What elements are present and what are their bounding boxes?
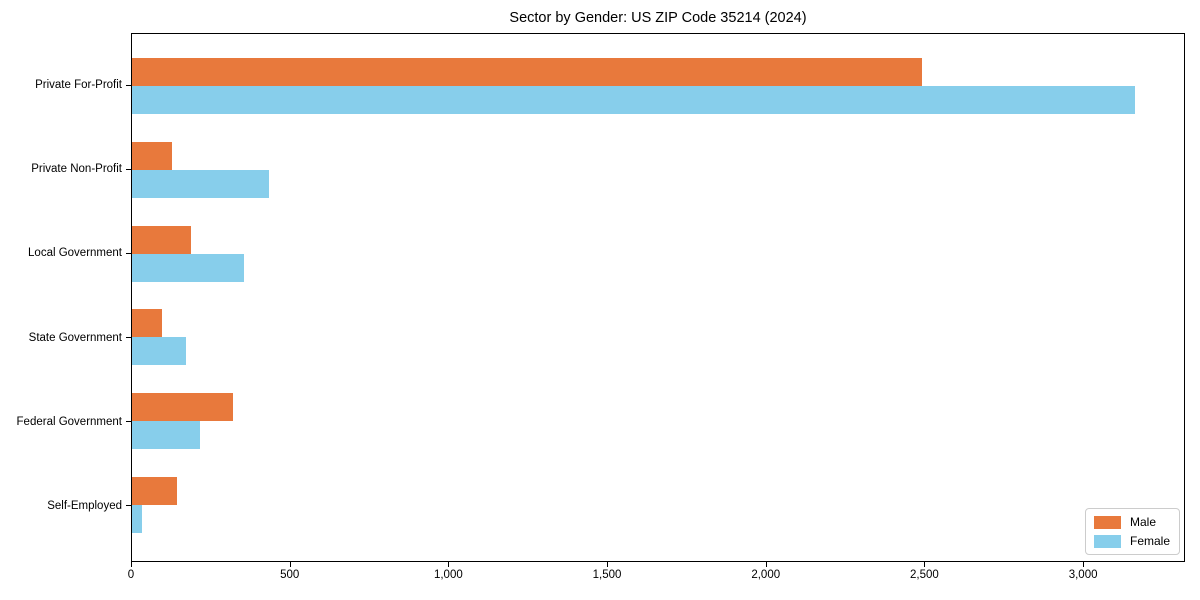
legend-item-female: Female [1093, 534, 1170, 548]
bar-female [132, 337, 186, 366]
bar-male [132, 57, 922, 86]
bar-male [132, 393, 233, 422]
bar-female [132, 253, 244, 282]
x-tick-label: 3,000 [1068, 569, 1098, 581]
bar-rows [132, 34, 1184, 561]
y-tick-row: State Government [0, 296, 131, 380]
bar-female [132, 85, 1135, 114]
plot-area: Male Female [131, 33, 1185, 562]
y-tick-mark [126, 168, 131, 170]
x-tick-mark [765, 562, 767, 567]
x-tick-mark [448, 562, 450, 567]
bar-group [132, 463, 1184, 547]
y-tick-mark [126, 252, 131, 254]
bar-male [132, 309, 163, 338]
bar-group [132, 128, 1184, 212]
y-tick-row: Federal Government [0, 380, 131, 464]
x-tick-mark [924, 562, 926, 567]
legend-swatch-female [1093, 534, 1121, 548]
x-tick-label: 0 [127, 569, 135, 581]
x-tick-mark [607, 562, 609, 567]
y-tick-label: Local Government [28, 247, 122, 260]
x-tick-label: 2,000 [751, 569, 781, 581]
chart-title: Sector by Gender: US ZIP Code 35214 (202… [509, 10, 807, 26]
y-tick-label: Self-Employed [47, 499, 122, 512]
legend: Male Female [1084, 508, 1180, 555]
x-tick-mark [289, 562, 291, 567]
x-tick-mark [131, 562, 132, 567]
x-axis: 0 500 1,000 1,500 2,000 2,500 3,000 [127, 562, 1185, 594]
bar-female [132, 421, 200, 450]
y-tick-row: Local Government [0, 211, 131, 295]
y-tick-mark [126, 505, 131, 507]
x-tick-mark [1083, 562, 1085, 567]
bar-group [132, 379, 1184, 463]
y-tick-mark [126, 337, 131, 339]
y-tick-row: Private Non-Profit [0, 127, 131, 211]
legend-label: Male [1129, 515, 1156, 529]
x-tick-label: 500 [280, 569, 300, 581]
bar-group [132, 295, 1184, 379]
legend-item-male: Male [1093, 515, 1170, 529]
y-tick-mark [126, 84, 131, 86]
legend-swatch-male [1093, 515, 1121, 529]
y-tick-label: Federal Government [16, 415, 122, 428]
y-tick-label: State Government [28, 331, 122, 344]
y-axis-labels: Private For-Profit Private Non-Profit Loca… [0, 33, 131, 562]
bar-male [132, 141, 172, 170]
y-tick-mark [126, 421, 131, 423]
legend-label: Female [1129, 534, 1170, 548]
y-tick-row: Private For-Profit [0, 43, 131, 127]
bar-female [132, 169, 269, 198]
y-tick-label: Private For-Profit [35, 79, 122, 92]
bar-male [132, 477, 177, 506]
bar-group [132, 212, 1184, 296]
x-tick-label: 1,000 [433, 569, 463, 581]
bar-female [132, 505, 143, 534]
y-tick-label: Private Non-Profit [31, 163, 122, 176]
y-tick-row: Self-Employed [0, 464, 131, 548]
bar-group [132, 44, 1184, 128]
x-tick-label: 2,500 [910, 569, 939, 581]
x-tick-label: 1,500 [592, 569, 622, 581]
bar-male [132, 225, 191, 254]
